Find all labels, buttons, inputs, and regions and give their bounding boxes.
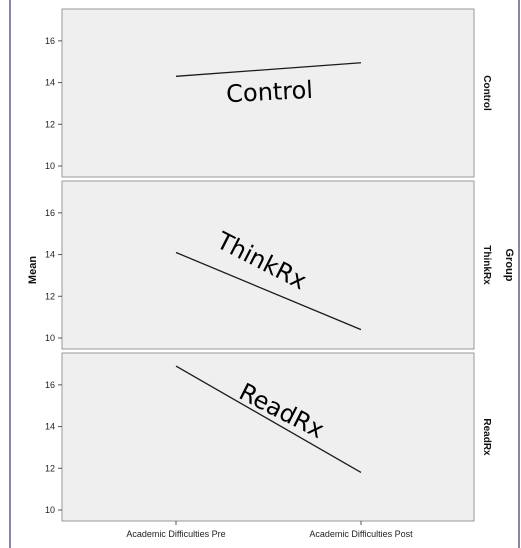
panels-group: 10121416ControlControl10121416ThinkRxThi… [45, 8, 492, 522]
series-line-control [175, 62, 362, 77]
y-tick-label: 10 [45, 161, 55, 171]
facet-group-label: Group [503, 249, 515, 282]
x-axis: Academic Difficulties Pre Academic Diffic… [126, 521, 413, 539]
panel-control: 10 12 14 16 Control Control [45, 8, 492, 178]
panel-background [61, 180, 475, 350]
y-tick-label: 12 [45, 463, 55, 473]
y-tick-label: 12 [45, 291, 55, 301]
y-tick-label: 16 [45, 208, 55, 218]
panel-background [61, 8, 475, 178]
y-tick-label: 14 [45, 250, 55, 260]
x-tick-label: Academic Difficulties Pre [126, 529, 225, 539]
y-tick-label: 14 [45, 422, 55, 432]
panel-background [61, 352, 475, 522]
series-line-thinkrx [175, 251, 362, 331]
y-tick-label: 10 [45, 505, 55, 515]
series-line-readrx [175, 365, 362, 474]
y-axis-title: Mean [27, 256, 39, 284]
y-tick-label: 16 [45, 380, 55, 390]
y-tick-label: 10 [45, 333, 55, 343]
facet-strip-label: ReadRx [481, 418, 492, 456]
x-tick-label: Academic Difficulties Post [309, 529, 413, 539]
facet-strip-label: ThinkRx [481, 245, 492, 285]
facet-strip-label: Control [481, 75, 492, 111]
y-tick-label: 14 [45, 78, 55, 88]
annotation-control: Control [226, 76, 314, 109]
y-tick-label: 16 [45, 36, 55, 46]
y-tick-label: 12 [45, 119, 55, 129]
